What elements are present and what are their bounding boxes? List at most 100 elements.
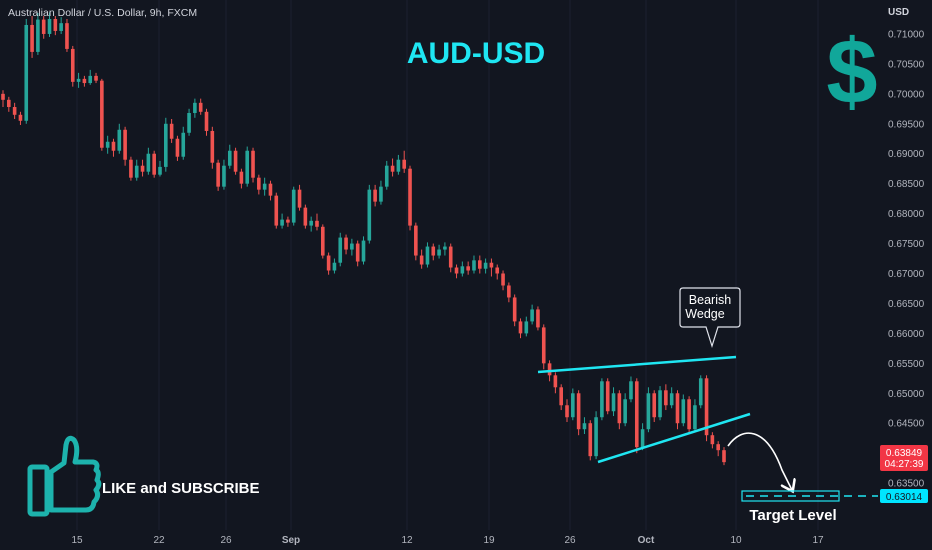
candle xyxy=(396,154,401,175)
candle-body xyxy=(419,255,424,265)
candle-body xyxy=(204,111,209,131)
candle-body xyxy=(489,262,494,268)
candle-body xyxy=(100,80,104,148)
candle xyxy=(565,399,569,423)
candle xyxy=(134,159,139,181)
candle-body xyxy=(576,393,581,430)
candle xyxy=(518,318,523,339)
candle-body xyxy=(233,150,238,172)
candle xyxy=(477,255,482,274)
candle xyxy=(431,243,436,261)
candle-body xyxy=(262,183,267,190)
candle-body xyxy=(617,393,622,424)
candle xyxy=(443,242,447,256)
candle xyxy=(140,159,145,177)
time-tick-label: 22 xyxy=(153,535,165,546)
candle xyxy=(257,174,261,195)
time-axis[interactable]: 15 22 26 Sep 12 19 26 Oct 10 17 xyxy=(71,535,824,546)
candle-body xyxy=(59,23,63,31)
candle xyxy=(367,184,372,244)
candle xyxy=(286,216,290,227)
price-tick-label: 0.66500 xyxy=(888,299,925,310)
candle-body xyxy=(646,393,651,430)
candle-body xyxy=(53,18,58,31)
candle xyxy=(18,111,23,125)
wedge-lower-trendline xyxy=(597,412,751,464)
candle xyxy=(227,144,232,169)
candle-body xyxy=(117,129,122,151)
candle xyxy=(693,399,697,433)
target-price-value: 0.63014 xyxy=(886,492,923,503)
candle xyxy=(181,126,186,160)
candle-body xyxy=(303,207,308,226)
candle-body xyxy=(687,399,691,430)
projection-arrow xyxy=(727,432,792,490)
price-axis[interactable]: USD 0.71000 0.70500 0.70000 0.69500 0.69000 0… xyxy=(888,7,925,490)
time-tick-label: 26 xyxy=(564,535,576,546)
candle-body xyxy=(222,165,226,187)
candle xyxy=(152,150,156,178)
candle xyxy=(605,378,610,415)
price-tick-label: 0.63500 xyxy=(888,479,925,490)
candle xyxy=(594,411,598,460)
candle xyxy=(361,236,366,265)
candle-body xyxy=(257,177,261,190)
candle xyxy=(419,249,424,269)
candle-body xyxy=(239,171,244,184)
candle-body xyxy=(134,165,139,178)
candle xyxy=(553,372,558,394)
time-tick-label: 19 xyxy=(483,535,495,546)
candle xyxy=(408,165,412,231)
candle xyxy=(100,78,104,151)
price-tick-label: 0.67500 xyxy=(888,239,925,250)
candle-body xyxy=(286,219,290,223)
candle xyxy=(460,261,465,277)
wedge-upper-trendline xyxy=(537,355,737,374)
candle xyxy=(320,224,325,259)
candle-body xyxy=(373,189,377,202)
candle xyxy=(216,159,220,191)
candle-body xyxy=(65,23,69,49)
candle xyxy=(7,96,11,112)
candle xyxy=(669,387,674,409)
candle-body xyxy=(530,309,534,322)
candle-body xyxy=(466,266,470,271)
candle xyxy=(158,160,162,177)
candle xyxy=(175,135,180,161)
thumbs-up-icon xyxy=(27,435,102,517)
candle-body xyxy=(158,166,162,175)
candle-body xyxy=(140,165,145,172)
candle xyxy=(646,387,651,433)
candle-body xyxy=(472,260,476,271)
candle-body xyxy=(716,444,720,451)
candle xyxy=(623,393,627,427)
price-tick-label: 0.64500 xyxy=(888,419,925,430)
time-tick-label: 10 xyxy=(730,535,742,546)
candle-body xyxy=(390,165,395,172)
candle xyxy=(448,243,453,273)
candle xyxy=(402,150,407,173)
candle xyxy=(600,378,604,421)
candle xyxy=(658,386,662,421)
candle-body xyxy=(181,132,186,157)
candle xyxy=(262,177,267,196)
candle-body xyxy=(320,226,325,256)
candle-body xyxy=(379,186,383,202)
candle xyxy=(675,390,680,430)
candle xyxy=(12,102,17,119)
candle xyxy=(88,69,93,85)
bearish-wedge-callout: Bearish Wedge xyxy=(679,287,741,348)
candle xyxy=(65,18,69,52)
candle-body xyxy=(169,123,174,139)
candle-body xyxy=(425,246,430,265)
candle-body xyxy=(675,393,680,424)
candle xyxy=(571,388,575,421)
candle-body xyxy=(146,153,151,172)
candle xyxy=(640,423,645,451)
candle xyxy=(390,158,395,177)
candle-body xyxy=(94,75,98,81)
target-level-label: Target Level xyxy=(749,507,836,524)
candle-body xyxy=(658,390,662,418)
candle-body xyxy=(443,246,447,250)
